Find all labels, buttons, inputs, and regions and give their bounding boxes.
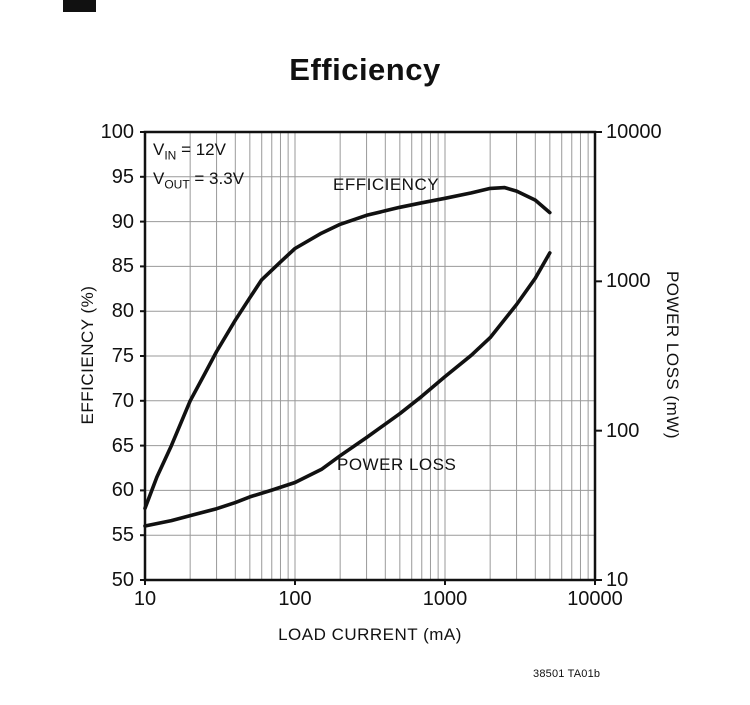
y-left-tick-label: 55 (111, 524, 134, 547)
x-axis-title: LOAD CURRENT (mA) (278, 625, 462, 644)
y-left-tick-label: 85 (111, 255, 134, 278)
chart-annotation: VIN = 12V VOUT = 3.3V (153, 138, 244, 197)
y-left-tick-label: 100 (100, 121, 134, 143)
y-left-tick-label: 95 (111, 165, 134, 188)
y-right-tick-label: 1000 (606, 270, 651, 293)
efficiency-curve (143, 185, 552, 511)
y-right-tick-label: 10 (606, 569, 629, 591)
page-edge-marker (63, 0, 96, 12)
x-tick-label: 100 (278, 588, 312, 610)
y-left-tick-label: 65 (111, 434, 134, 457)
efficiency-curve-label: EFFICIENCY (333, 175, 440, 194)
y-left-tick-label: 50 (111, 569, 134, 591)
y-left-tick-label: 80 (111, 300, 134, 323)
x-tick-label: 10 (133, 588, 157, 610)
plot-border (143, 130, 597, 582)
y-right-axis-title: POWER LOSS (mW) (663, 270, 682, 440)
y-left-tick-label: 75 (111, 345, 134, 367)
y-left-axis-title: EFFICIENCY (%) (78, 285, 97, 425)
power-loss-curve-label: POWER LOSS (337, 455, 457, 474)
annotation-line-vout: VOUT = 3.3V (153, 169, 245, 192)
x-tick-label: 10000 (567, 588, 623, 610)
y-right-tick-label: 100 (606, 419, 640, 442)
figure-caption: 38501 TA01b (533, 668, 601, 680)
y-left-tick-label: 60 (111, 479, 134, 502)
y-left-tick-label: 90 (111, 210, 134, 233)
chart-title: Efficiency (289, 52, 441, 87)
annotation-line-vin: VIN = 12V (153, 140, 226, 163)
y-right-tick-label: 10000 (606, 121, 662, 143)
x-tick-label: 1000 (422, 588, 468, 610)
power-loss-curve (143, 251, 552, 528)
y-left-tick-label: 70 (111, 389, 134, 412)
